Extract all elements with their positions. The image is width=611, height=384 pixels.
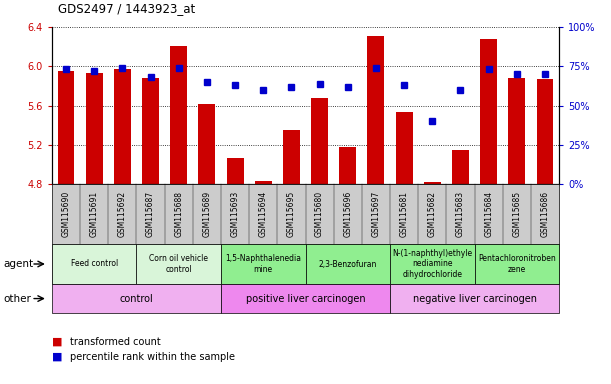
Bar [170, 46, 187, 184]
Text: GSM115682: GSM115682 [428, 191, 437, 237]
Bar [199, 104, 215, 184]
Bar [311, 98, 328, 184]
Text: GSM115689: GSM115689 [202, 191, 211, 237]
Bar [283, 130, 300, 184]
Text: GSM115684: GSM115684 [484, 191, 493, 237]
Text: ■: ■ [52, 352, 62, 362]
Text: agent: agent [3, 259, 33, 269]
Text: GSM115697: GSM115697 [371, 191, 381, 237]
Text: GSM115696: GSM115696 [343, 191, 353, 237]
Text: 1,5-Naphthalenedia
mine: 1,5-Naphthalenedia mine [225, 254, 301, 274]
Text: GSM115691: GSM115691 [90, 191, 99, 237]
Text: GSM115692: GSM115692 [118, 191, 127, 237]
Text: GSM115687: GSM115687 [146, 191, 155, 237]
Text: transformed count: transformed count [70, 337, 161, 347]
Bar [424, 182, 441, 184]
Text: other: other [3, 293, 31, 304]
Text: GSM115688: GSM115688 [174, 191, 183, 237]
Bar [536, 79, 554, 184]
Text: GDS2497 / 1443923_at: GDS2497 / 1443923_at [58, 2, 196, 15]
Bar [367, 36, 384, 184]
Bar [480, 39, 497, 184]
Text: Corn oil vehicle
control: Corn oil vehicle control [149, 254, 208, 274]
Bar [86, 73, 103, 184]
Text: GSM115685: GSM115685 [512, 191, 521, 237]
Text: ■: ■ [52, 337, 62, 347]
Text: 2,3-Benzofuran: 2,3-Benzofuran [318, 260, 377, 268]
Text: GSM115683: GSM115683 [456, 191, 465, 237]
Bar [227, 158, 244, 184]
Text: positive liver carcinogen: positive liver carcinogen [246, 293, 365, 304]
Text: GSM115686: GSM115686 [541, 191, 549, 237]
Bar [114, 69, 131, 184]
Text: GSM115680: GSM115680 [315, 191, 324, 237]
Text: Pentachloronitroben
zene: Pentachloronitroben zene [478, 254, 555, 274]
Text: GSM115693: GSM115693 [230, 191, 240, 237]
Text: negative liver carcinogen: negative liver carcinogen [412, 293, 536, 304]
Bar [57, 71, 75, 184]
Text: Feed control: Feed control [71, 260, 118, 268]
Bar [339, 147, 356, 184]
Text: GSM115695: GSM115695 [287, 191, 296, 237]
Text: control: control [120, 293, 153, 304]
Bar [396, 111, 412, 184]
Text: GSM115694: GSM115694 [258, 191, 268, 237]
Bar [142, 78, 159, 184]
Bar [508, 78, 525, 184]
Bar [255, 181, 272, 184]
Text: percentile rank within the sample: percentile rank within the sample [70, 352, 235, 362]
Text: GSM115690: GSM115690 [62, 191, 70, 237]
Bar [452, 150, 469, 184]
Text: GSM115681: GSM115681 [400, 191, 409, 237]
Text: N-(1-naphthyl)ethyle
nediamine
dihydrochloride: N-(1-naphthyl)ethyle nediamine dihydroch… [392, 249, 472, 279]
